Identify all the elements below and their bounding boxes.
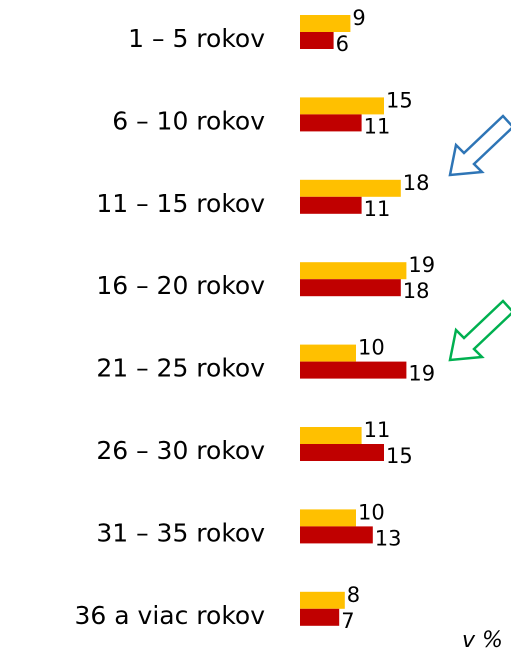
value-label: 9 <box>352 6 365 30</box>
value-label: 18 <box>403 279 430 303</box>
value-label: 11 <box>364 197 391 221</box>
category-label: 11 – 15 rokov <box>96 189 265 218</box>
bar <box>300 279 401 297</box>
bar <box>300 427 362 444</box>
value-label: 10 <box>358 500 385 524</box>
bar <box>300 608 340 626</box>
bar <box>300 361 407 379</box>
bar <box>300 32 334 49</box>
category-label: 31 – 35 rokov <box>96 518 265 547</box>
value-label: 8 <box>347 583 360 607</box>
bar <box>300 179 401 197</box>
value-label: 7 <box>341 609 354 633</box>
category-label: 36 a viac rokov <box>75 601 266 630</box>
value-label: 10 <box>358 336 385 360</box>
value-label: 15 <box>386 88 413 112</box>
value-label: 13 <box>375 526 402 550</box>
bar <box>300 15 351 32</box>
value-label: 11 <box>364 114 391 138</box>
bar <box>300 444 384 461</box>
blue-arrow <box>448 114 511 177</box>
value-label: 11 <box>364 418 391 442</box>
green-arrow <box>448 299 511 362</box>
bar <box>300 97 384 115</box>
category-label: 21 – 25 rokov <box>96 354 265 383</box>
category-label: 1 – 5 rokov <box>128 24 265 53</box>
value-label: 19 <box>408 253 435 277</box>
bar <box>300 509 356 527</box>
category-label: 16 – 20 rokov <box>96 271 265 300</box>
bar <box>300 526 373 544</box>
value-label: 6 <box>336 32 349 56</box>
bar <box>300 344 356 362</box>
bar <box>300 114 362 132</box>
bar <box>300 591 345 609</box>
category-label: 6 – 10 rokov <box>112 106 265 135</box>
category-label: 26 – 30 rokov <box>96 436 265 465</box>
value-label: 19 <box>408 362 435 386</box>
unit-note: v % <box>462 628 503 653</box>
bar <box>300 262 407 280</box>
bar <box>300 196 362 214</box>
value-label: 15 <box>386 444 413 468</box>
value-label: 18 <box>403 171 430 195</box>
